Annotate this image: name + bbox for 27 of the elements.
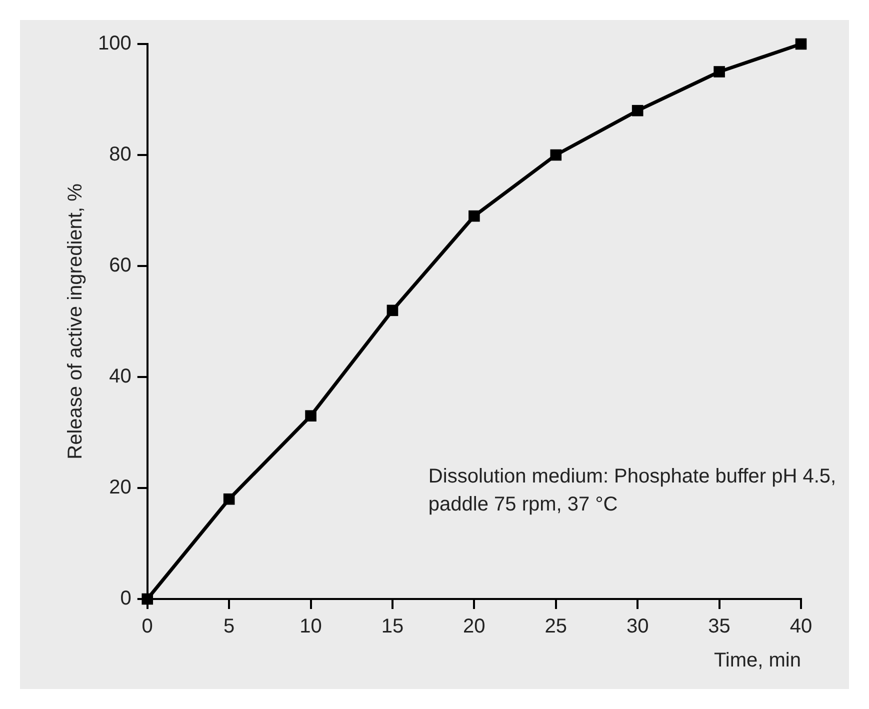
point xyxy=(795,38,807,50)
y-tick-label: 60 xyxy=(109,254,132,277)
x-tick-label: 10 xyxy=(300,616,322,638)
y-tick-label: 0 xyxy=(120,588,132,610)
point xyxy=(223,493,235,505)
point xyxy=(468,210,480,222)
y-tick-label: 20 xyxy=(109,476,132,499)
point xyxy=(714,66,725,78)
point xyxy=(386,304,398,316)
x-tick-label: 25 xyxy=(544,616,568,638)
x-tick-label: 30 xyxy=(626,616,649,638)
x-axis-title: Time, min xyxy=(714,650,801,672)
x-tick-label: 0 xyxy=(142,616,153,638)
x-tick-label: 35 xyxy=(708,616,730,638)
point xyxy=(632,104,644,116)
x-tick-label: 15 xyxy=(381,616,404,638)
x-tick-label: 20 xyxy=(463,616,486,638)
x-tick-label: 5 xyxy=(224,616,235,638)
y-tick-label: 80 xyxy=(109,144,132,166)
y-tick-label: 100 xyxy=(98,32,132,55)
point xyxy=(305,410,316,422)
point xyxy=(550,149,562,161)
annotation: Dissolution medium: Phosphate buffer pH 4.5, paddle 75 rpm, 37 °C xyxy=(428,465,836,516)
point xyxy=(142,593,154,605)
y-axis-title: Release of active ingredient, % xyxy=(64,183,87,460)
x-tick-label: 40 xyxy=(790,616,812,638)
y-tick-label: 40 xyxy=(109,366,132,388)
